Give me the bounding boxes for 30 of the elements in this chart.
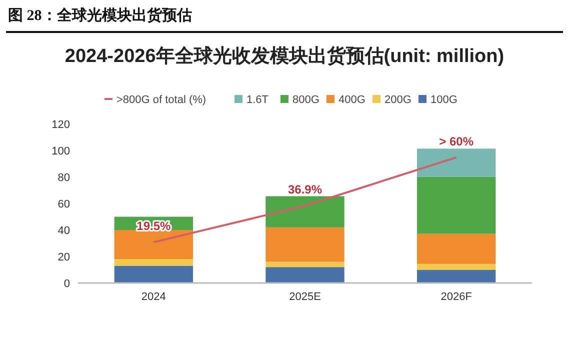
x-tick-label: 2025E xyxy=(289,291,321,303)
bar xyxy=(114,230,194,260)
y-tick-label: 120 xyxy=(52,119,70,131)
legend-label: 400G xyxy=(338,94,366,106)
y-tick-label: 40 xyxy=(58,225,70,237)
y-tick-label: 60 xyxy=(58,198,70,210)
bar xyxy=(416,270,496,283)
data-label: 19.5% xyxy=(136,219,172,234)
y-tick-label: 100 xyxy=(52,146,70,158)
bar xyxy=(114,266,194,283)
bar xyxy=(266,262,344,268)
legend-label: 800G xyxy=(292,94,320,106)
bar xyxy=(266,196,344,228)
data-label: > 60% xyxy=(439,134,474,148)
bar xyxy=(416,264,496,270)
legend-label: 100G xyxy=(430,94,458,106)
bar xyxy=(416,234,496,264)
x-tick-label: 2024 xyxy=(141,291,166,303)
y-tick-label: 20 xyxy=(58,252,70,264)
y-tick-label: 80 xyxy=(58,172,70,184)
y-tick-label: 0 xyxy=(64,278,70,290)
bar xyxy=(266,267,344,283)
chart-subtitle: 2024-2026年全球光收发模块出货预估(unit: million) xyxy=(64,45,504,67)
bar xyxy=(266,227,344,262)
legend-label: 200G xyxy=(384,94,412,106)
legend-label: 1.6T xyxy=(246,94,269,106)
data-label: 36.9% xyxy=(288,182,322,197)
x-tick-label: 2026F xyxy=(440,291,472,303)
bar xyxy=(114,259,194,266)
chart-title: 图 28：全球光模块出货预估 xyxy=(8,7,192,24)
